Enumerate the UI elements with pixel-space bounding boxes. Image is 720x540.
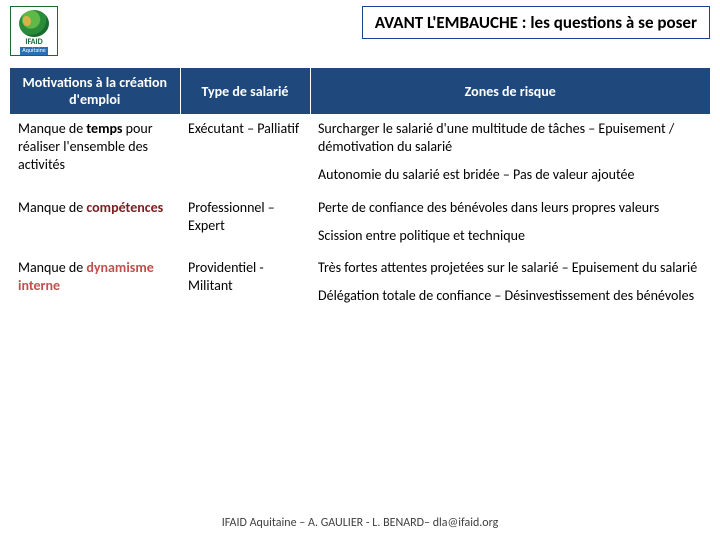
table-row: Manque de temps pour réaliser l'ensemble… xyxy=(10,114,710,193)
cell-zones: Perte de confiance des bénévoles dans le… xyxy=(310,193,710,253)
motivation-pre: Manque de xyxy=(18,120,86,137)
cell-zones: Surcharger le salarié d'une multitude de… xyxy=(310,114,710,193)
table-body: Manque de temps pour réaliser l'ensemble… xyxy=(10,114,710,313)
table-row: Manque de dynamisme interneProvidentiel … xyxy=(10,253,710,313)
cell-type: Professionnel – Expert xyxy=(180,193,310,253)
table-header-row: Motivations à la création d'emploi Type … xyxy=(10,68,710,114)
table-row: Manque de compétencesProfessionnel – Exp… xyxy=(10,193,710,253)
zone-paragraph: Autonomie du salarié est bridée – Pas de… xyxy=(318,166,702,184)
header: IFAID Aquitaine AVANT L'EMBAUCHE : les q… xyxy=(0,0,720,60)
cell-motivation: Manque de temps pour réaliser l'ensemble… xyxy=(10,114,180,193)
motivation-highlight: temps xyxy=(86,120,122,137)
col-header-zones: Zones de risque xyxy=(310,68,710,114)
motivation-highlight: compétences xyxy=(86,199,163,216)
cell-motivation: Manque de compétences xyxy=(10,193,180,253)
page-title: AVANT L'EMBAUCHE : les questions à se po… xyxy=(362,6,710,39)
cell-motivation: Manque de dynamisme interne xyxy=(10,253,180,313)
logo-name: IFAID xyxy=(25,38,42,46)
col-header-type: Type de salarié xyxy=(180,68,310,114)
zone-paragraph: Perte de confiance des bénévoles dans le… xyxy=(318,199,702,217)
ifaid-logo: IFAID Aquitaine xyxy=(10,6,58,56)
globe-icon xyxy=(19,10,49,37)
cell-type: Exécutant – Palliatif xyxy=(180,114,310,193)
zone-paragraph: Surcharger le salarié d'une multitude de… xyxy=(318,120,702,156)
logo-sub: Aquitaine xyxy=(20,47,47,55)
zone-paragraph: Très fortes attentes projetées sur le sa… xyxy=(318,259,702,277)
motivation-pre: Manque de xyxy=(18,199,86,216)
cell-zones: Très fortes attentes projetées sur le sa… xyxy=(310,253,710,313)
footer-credits: IFAID Aquitaine – A. GAULIER - L. BENARD… xyxy=(0,516,720,530)
cell-type: Providentiel - Militant xyxy=(180,253,310,313)
zone-paragraph: Délégation totale de confiance – Désinve… xyxy=(318,287,702,305)
main-table: Motivations à la création d'emploi Type … xyxy=(10,68,710,313)
motivation-pre: Manque de xyxy=(18,259,86,276)
col-header-motivation: Motivations à la création d'emploi xyxy=(10,68,180,114)
zone-paragraph: Scission entre politique et technique xyxy=(318,227,702,245)
